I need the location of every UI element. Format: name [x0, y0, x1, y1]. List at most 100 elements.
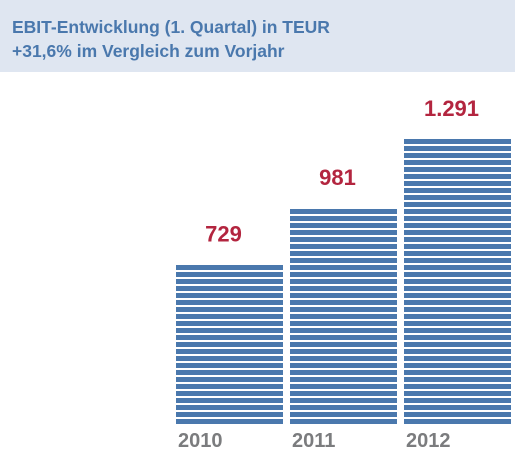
bar-stripe [404, 349, 511, 354]
bar-stripe [290, 293, 397, 298]
bar-stripe [176, 335, 283, 340]
bar-stripe [404, 405, 511, 410]
bar-stripe [176, 300, 283, 305]
bar-stripe [404, 377, 511, 382]
chart-title: EBIT-Entwicklung (1. Quartal) in TEUR [12, 17, 330, 37]
bar-stripe [290, 272, 397, 277]
value-label-2012: 1.291 [424, 96, 479, 121]
bar-stripe [290, 349, 397, 354]
bar-stripe [404, 398, 511, 403]
bar-stripe [290, 286, 397, 291]
bar-stripe [404, 300, 511, 305]
bar-stripe [404, 216, 511, 221]
value-label-2011: 981 [319, 165, 356, 190]
bar-stripe [176, 286, 283, 291]
bar-stripe [290, 279, 397, 284]
bar-stripe [290, 363, 397, 368]
x-tick-label-2011: 2011 [292, 430, 335, 452]
bar-stripe [404, 230, 511, 235]
bar-stripe [176, 272, 283, 277]
bar-stripe [290, 370, 397, 375]
chart-subtitle: +31,6% im Vergleich zum Vorjahr [12, 41, 285, 61]
bar-stripe [176, 328, 283, 333]
x-tick-label-2012: 2012 [406, 430, 451, 452]
bar-stripe [404, 181, 511, 186]
bar-stripe [404, 265, 511, 270]
bar-stripe [290, 307, 397, 312]
bar-stripe [176, 419, 283, 424]
x-tick-label-2010: 2010 [178, 430, 223, 452]
bar-2010 [176, 265, 283, 424]
bar-stripe [290, 237, 397, 242]
bar-stripe [176, 384, 283, 389]
bar-stripe [290, 223, 397, 228]
value-label-2010: 729 [205, 221, 242, 246]
bar-stripe [404, 188, 511, 193]
bar-stripe [404, 412, 511, 417]
bar-stripe [404, 272, 511, 277]
bar-stripe [404, 286, 511, 291]
bar-stripe [404, 202, 511, 207]
bar-stripe [290, 398, 397, 403]
bar-stripe [176, 342, 283, 347]
bar-stripe [290, 419, 397, 424]
bar-stripe [290, 328, 397, 333]
bar-stripe [404, 321, 511, 326]
bar-stripe [404, 328, 511, 333]
bar-stripe [176, 377, 283, 382]
bar-stripe [404, 342, 511, 347]
bar-stripe [290, 258, 397, 263]
bar-stripe [290, 244, 397, 249]
bar-stripe [176, 398, 283, 403]
bar-stripe [290, 342, 397, 347]
bar-stripe [404, 237, 511, 242]
bar-stripe [290, 377, 397, 382]
bar-stripe [176, 293, 283, 298]
bar-stripe [290, 265, 397, 270]
bar-stripe [404, 167, 511, 172]
bar-stripe [404, 160, 511, 165]
bar-stripe [404, 370, 511, 375]
bar-stripe [176, 349, 283, 354]
bar-stripe [404, 384, 511, 389]
bar-stripe [404, 335, 511, 340]
bar-stripe [290, 216, 397, 221]
bar-stripe [404, 146, 511, 151]
bar-stripe [404, 363, 511, 368]
bar-stripe [290, 356, 397, 361]
bar-stripe [176, 307, 283, 312]
bar-stripe [404, 195, 511, 200]
bar-stripe [176, 412, 283, 417]
bar-stripe [404, 209, 511, 214]
bar-stripe [176, 370, 283, 375]
bar-stripe [290, 384, 397, 389]
bar-stripe [176, 405, 283, 410]
bar-stripe [176, 279, 283, 284]
bar-stripe [176, 363, 283, 368]
bar-stripe [290, 314, 397, 319]
bar-stripe [290, 335, 397, 340]
bar-stripe [404, 279, 511, 284]
bar-stripe [176, 265, 283, 270]
bar-stripe [290, 300, 397, 305]
bar-stripe [290, 230, 397, 235]
bar-stripe [404, 356, 511, 361]
bar-stripe [404, 314, 511, 319]
bar-stripe [290, 391, 397, 396]
bar-2012 [404, 139, 511, 424]
chart-header: EBIT-Entwicklung (1. Quartal) in TEUR +3… [0, 0, 515, 72]
bar-stripe [290, 251, 397, 256]
bar-stripe [404, 251, 511, 256]
bar-stripe [404, 307, 511, 312]
bar-stripe [176, 321, 283, 326]
bar-stripe [404, 293, 511, 298]
bar-stripe [404, 244, 511, 249]
bar-stripe [290, 209, 397, 214]
bar-stripe [290, 405, 397, 410]
bar-stripe [404, 391, 511, 396]
bar-stripe [404, 139, 511, 144]
bar-stripe [404, 174, 511, 179]
bar-stripe [176, 356, 283, 361]
bar-stripe [404, 419, 511, 424]
